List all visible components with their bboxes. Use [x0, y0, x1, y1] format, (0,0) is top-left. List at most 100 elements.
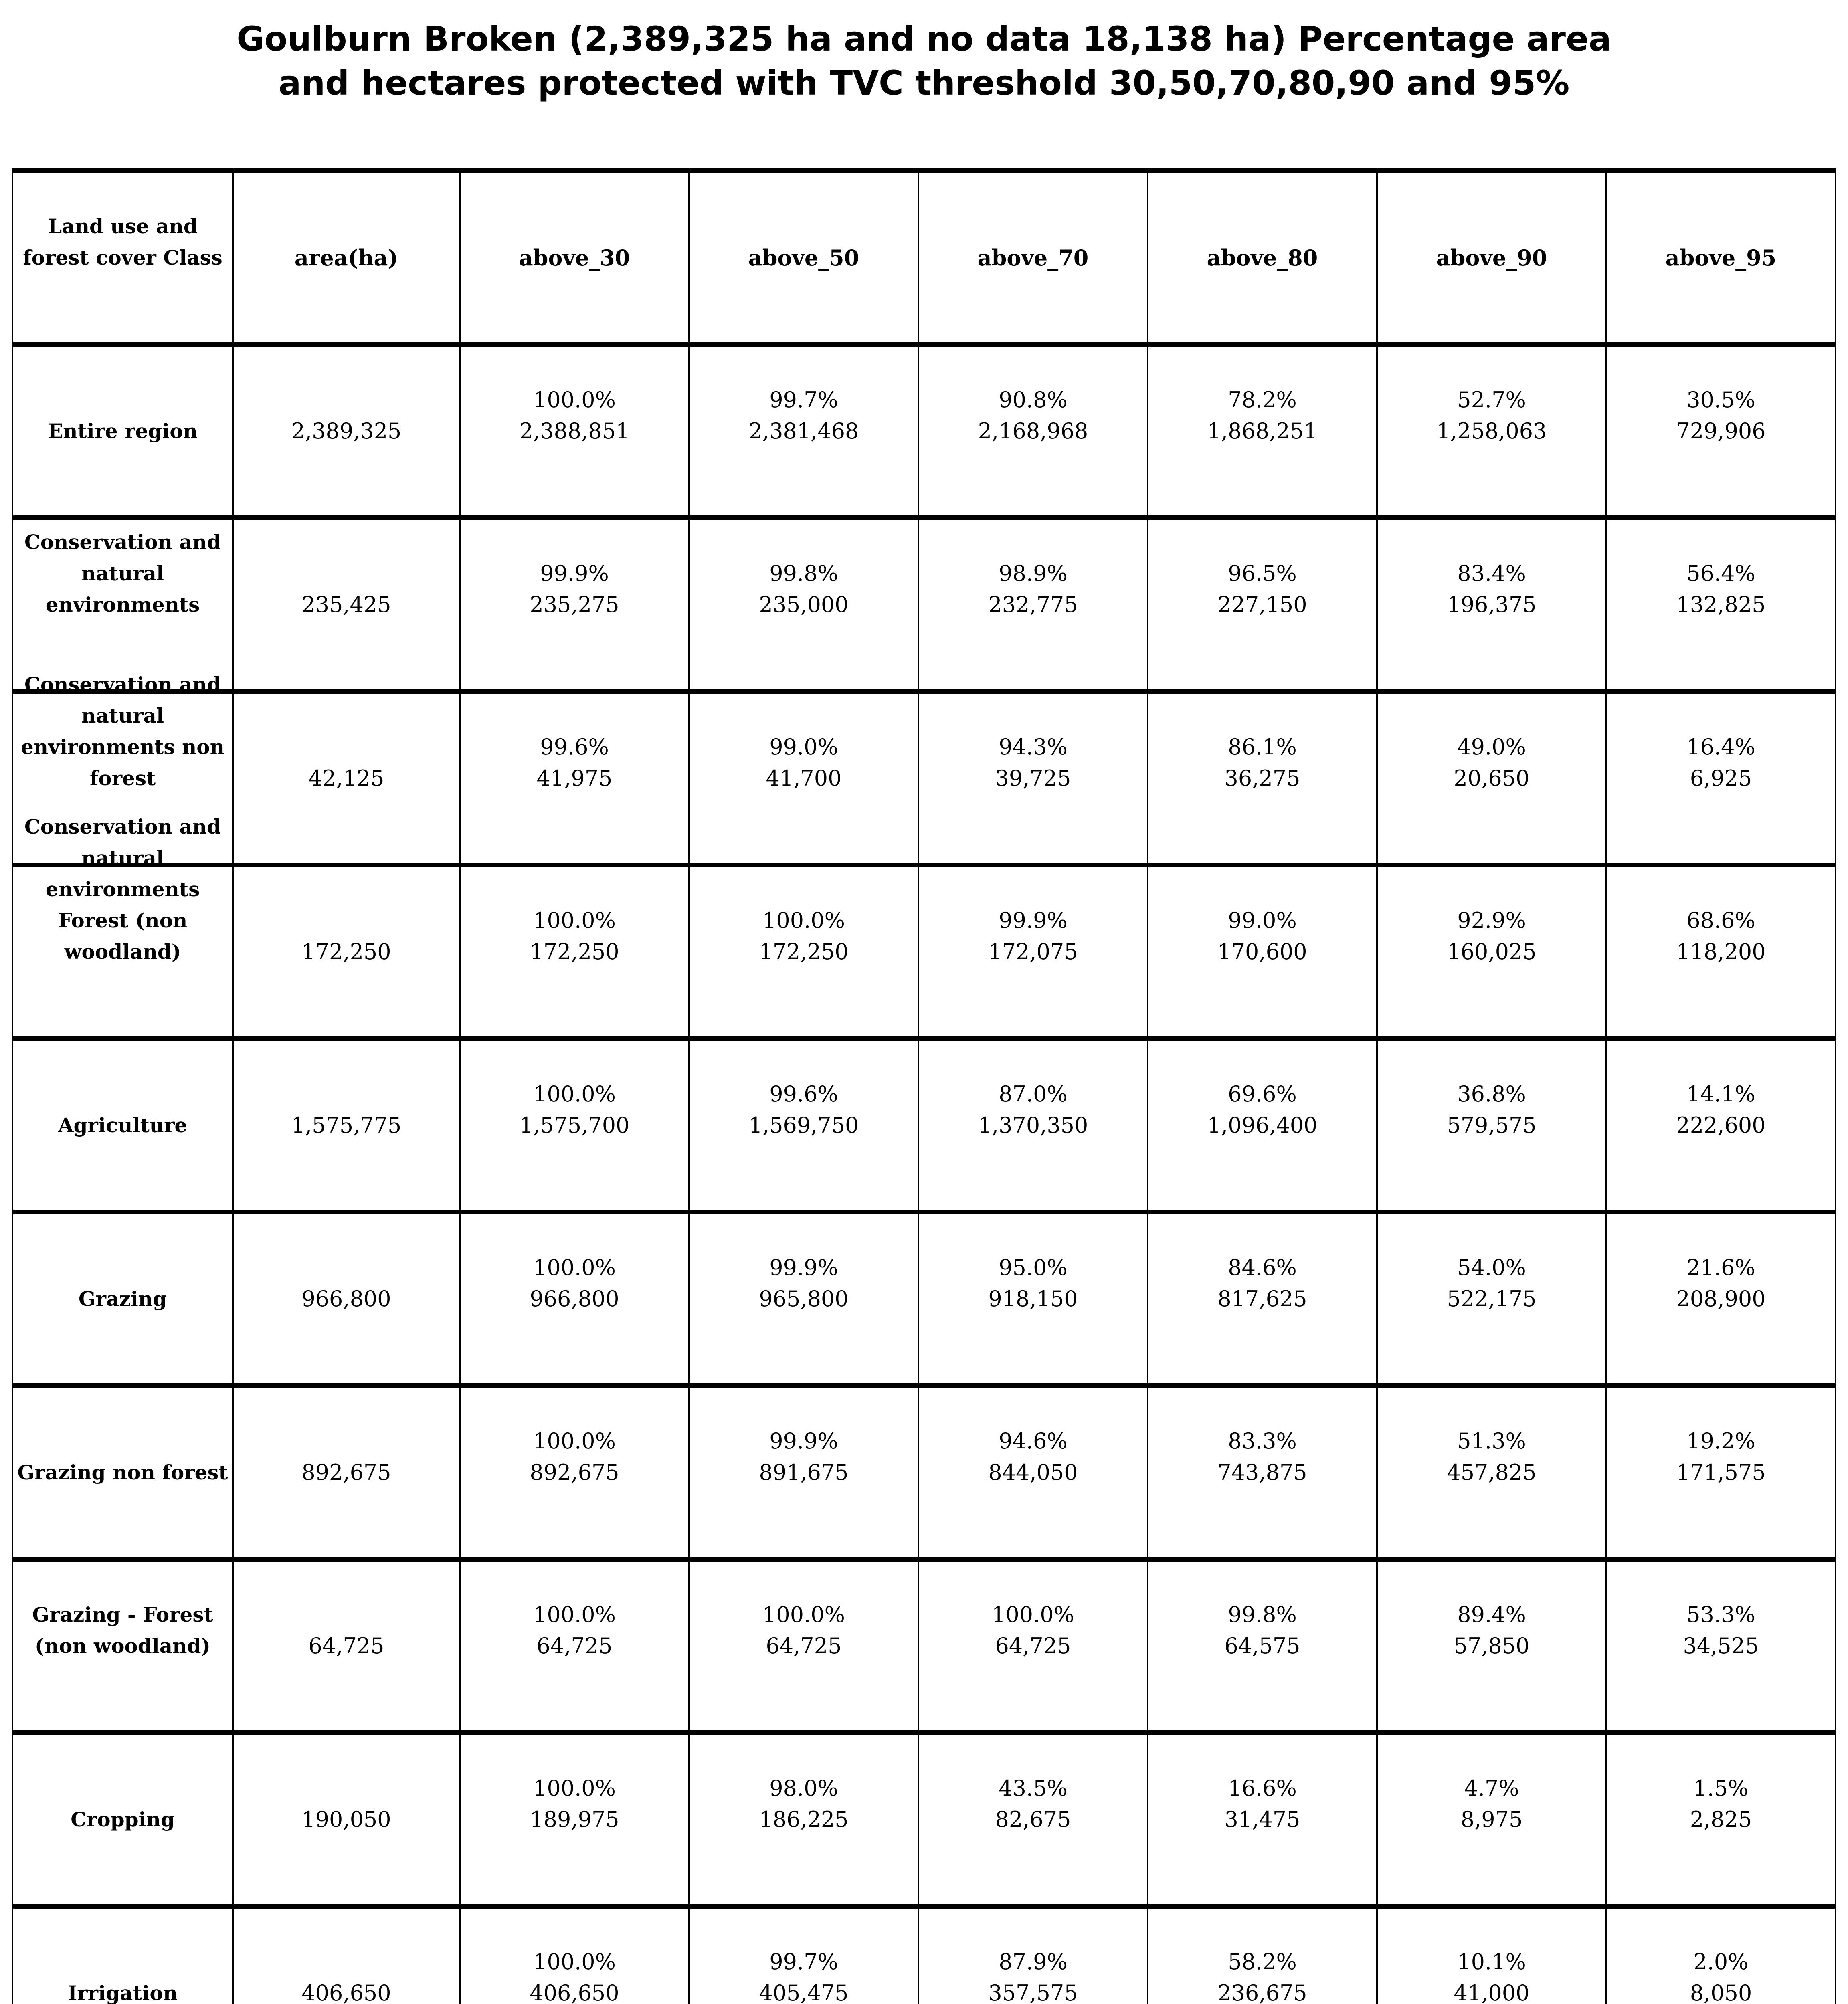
- column-header-above30: above_30: [459, 168, 690, 347]
- header-row: Land use and forest cover Class area(ha)…: [12, 168, 1836, 347]
- page-title-line2: and hectares protected with TVC threshol…: [278, 63, 1570, 103]
- column-header-above50: above_50: [688, 168, 919, 347]
- table-row: Entire region 2,389,325 100.0% 2,388,851 99.…: [12, 342, 1836, 520]
- percent-value: 84.6%: [1228, 1255, 1297, 1280]
- hectares-value: 57,850: [1454, 1633, 1530, 1659]
- row-label: Conservation and natural environments Fo…: [24, 814, 221, 964]
- percent-value: 53.3%: [1686, 1602, 1755, 1627]
- row-label: Agriculture: [58, 1113, 188, 1137]
- threshold-cell: 99.6% 1,569,750: [688, 1036, 919, 1214]
- row-label: Irrigation: [67, 1981, 178, 2004]
- report-page: { "title": { "line1": "Goulburn Broken (…: [0, 17, 1848, 2004]
- percent-value: 99.7%: [769, 1949, 838, 1974]
- hectares-value: 31,475: [1224, 1806, 1300, 1832]
- threshold-cell: 100.0% 2,388,851: [459, 342, 690, 520]
- percent-value: 89.4%: [1457, 1602, 1526, 1627]
- percent-value: 99.6%: [540, 734, 609, 760]
- percent-value: 100.0%: [762, 1602, 845, 1627]
- area-value: 2,389,325: [291, 418, 402, 444]
- hectares-value: 208,900: [1676, 1286, 1766, 1311]
- land-use-table: Land use and forest cover Class area(ha)…: [12, 168, 1836, 2004]
- percent-value: 99.9%: [540, 560, 609, 586]
- threshold-cell: 19.2% 171,575: [1605, 1383, 1836, 1562]
- area-value: 235,425: [301, 592, 391, 617]
- hectares-value: 34,525: [1683, 1633, 1759, 1659]
- percent-value: 87.0%: [999, 1081, 1068, 1107]
- area-cell: 42,125: [232, 689, 461, 867]
- table-row: Agriculture 1,575,775 100.0% 1,575,700 99.6%…: [12, 1036, 1836, 1214]
- percent-value: 96.5%: [1228, 560, 1297, 586]
- threshold-cell: 100.0% 1,575,700: [459, 1036, 690, 1214]
- percent-value: 51.3%: [1457, 1428, 1526, 1454]
- hectares-value: 132,825: [1676, 592, 1766, 617]
- percent-value: 52.7%: [1457, 387, 1526, 412]
- hectares-value: 2,825: [1690, 1806, 1752, 1832]
- table-row: Grazing non forest 892,675 100.0% 892,675 99…: [12, 1383, 1836, 1562]
- hectares-value: 41,000: [1454, 1980, 1530, 2004]
- threshold-cell: 99.7% 405,475: [688, 1904, 919, 2004]
- row-label-cell: Cropping: [12, 1730, 234, 1909]
- percent-value: 4.7%: [1464, 1775, 1519, 1801]
- percent-value: 98.9%: [999, 560, 1068, 586]
- threshold-cell: 99.6% 41,975: [459, 689, 690, 867]
- row-label: Grazing - Forest (non woodland): [32, 1602, 213, 1658]
- hectares-value: 8,975: [1460, 1806, 1523, 1832]
- hectares-value: 8,050: [1690, 1980, 1752, 2004]
- area-value: 1,575,775: [291, 1112, 402, 1138]
- hectares-value: 966,800: [530, 1286, 619, 1311]
- hectares-value: 1,868,251: [1207, 418, 1318, 444]
- hectares-value: 1,569,750: [748, 1112, 859, 1138]
- hectares-value: 2,381,468: [748, 418, 859, 444]
- row-label-cell: Irrigation: [12, 1904, 234, 2004]
- threshold-cell: 10.1% 41,000: [1376, 1904, 1607, 2004]
- hectares-value: 235,275: [530, 592, 619, 617]
- area-value: 892,675: [301, 1459, 391, 1485]
- hectares-value: 172,250: [530, 939, 619, 964]
- table-row: Grazing 966,800 100.0% 966,800 99.9% 965,800 9…: [12, 1210, 1836, 1388]
- threshold-cell: 16.6% 31,475: [1147, 1730, 1378, 1909]
- percent-value: 19.2%: [1686, 1428, 1755, 1454]
- hectares-value: 1,370,350: [978, 1112, 1088, 1138]
- row-label: Grazing: [78, 1287, 167, 1311]
- threshold-cell: 54.0% 522,175: [1376, 1210, 1607, 1388]
- threshold-cell: 86.1% 36,275: [1147, 689, 1378, 867]
- column-header-above90: above_90: [1376, 168, 1607, 347]
- threshold-cell: 49.0% 20,650: [1376, 689, 1607, 867]
- percent-value: 36.8%: [1457, 1081, 1526, 1107]
- threshold-cell: 100.0% 64,725: [918, 1557, 1148, 1735]
- table-row: Conservation and natural environments no…: [12, 673, 1836, 867]
- threshold-cell: 100.0% 64,725: [688, 1557, 919, 1735]
- hectares-value: 222,600: [1676, 1112, 1766, 1138]
- hectares-value: 965,800: [759, 1286, 849, 1311]
- percent-value: 99.9%: [769, 1428, 838, 1454]
- threshold-cell: 68.6% 118,200: [1605, 863, 1836, 1041]
- threshold-cell: 100.0% 172,250: [459, 863, 690, 1041]
- threshold-cell: 100.0% 189,975: [459, 1730, 690, 1909]
- percent-value: 100.0%: [533, 1428, 616, 1454]
- percent-value: 100.0%: [533, 1255, 616, 1280]
- page-title-line1: Goulburn Broken (2,389,325 ha and no dat…: [237, 19, 1611, 59]
- hectares-value: 64,725: [536, 1633, 613, 1659]
- threshold-cell: 87.9% 357,575: [918, 1904, 1148, 2004]
- percent-value: 10.1%: [1457, 1949, 1526, 1974]
- threshold-cell: 51.3% 457,825: [1376, 1383, 1607, 1562]
- row-label-cell: Conservation and natural environments: [12, 515, 234, 694]
- percent-value: 43.5%: [999, 1775, 1068, 1801]
- row-label-cell: Conservation and natural environments no…: [12, 673, 234, 867]
- threshold-cell: 87.0% 1,370,350: [918, 1036, 1148, 1214]
- threshold-cell: 99.0% 170,600: [1147, 863, 1378, 1041]
- hectares-value: 743,875: [1217, 1459, 1307, 1485]
- percent-value: 99.9%: [769, 1255, 838, 1280]
- table-body: Entire region 2,389,325 100.0% 2,388,851 99.…: [12, 342, 1836, 2004]
- hectares-value: 235,000: [759, 592, 849, 617]
- hectares-value: 196,375: [1447, 592, 1537, 617]
- hectares-value: 457,825: [1447, 1459, 1537, 1485]
- area-cell: 64,725: [232, 1557, 461, 1735]
- hectares-value: 171,575: [1676, 1459, 1766, 1485]
- row-label: Grazing non forest: [17, 1460, 228, 1484]
- hectares-value: 817,625: [1217, 1286, 1307, 1311]
- threshold-cell: 52.7% 1,258,063: [1376, 342, 1607, 520]
- threshold-cell: 94.6% 844,050: [918, 1383, 1148, 1562]
- area-value: 406,650: [301, 1980, 391, 2004]
- hectares-value: 6,925: [1690, 765, 1752, 791]
